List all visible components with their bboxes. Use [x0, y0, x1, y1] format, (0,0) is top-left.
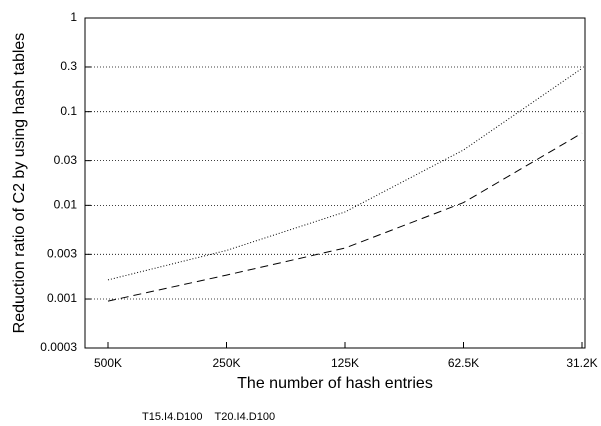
legend-label: T15.I4.D100 [142, 411, 203, 423]
y-tick-label: 1 [70, 10, 77, 24]
y-axis-label: Reduction ratio of C2 by using hash tabl… [11, 33, 28, 334]
y-tick-label: 0.0003 [40, 340, 77, 354]
y-tick-label: 0.001 [47, 291, 77, 305]
series-line [107, 67, 583, 281]
y-tick-label: 0.1 [60, 104, 77, 118]
x-tick-label: 250K [212, 356, 240, 370]
x-tick-label: 500K [94, 356, 122, 370]
plot-frame [84, 17, 586, 349]
y-tick-label: 0.01 [54, 198, 78, 212]
x-tick-label: 62.5K [448, 356, 479, 370]
y-tick-label: 0.003 [47, 246, 77, 260]
x-tick-label: 125K [331, 356, 359, 370]
series-line [107, 132, 583, 302]
x-axis-label: The number of hash entries [237, 375, 433, 392]
legend-label: T20.I4.D100 [215, 411, 276, 423]
x-tick-label: 31.2K [566, 356, 597, 370]
y-tick-label: 0.03 [54, 153, 78, 167]
y-tick-label: 0.3 [60, 59, 77, 73]
